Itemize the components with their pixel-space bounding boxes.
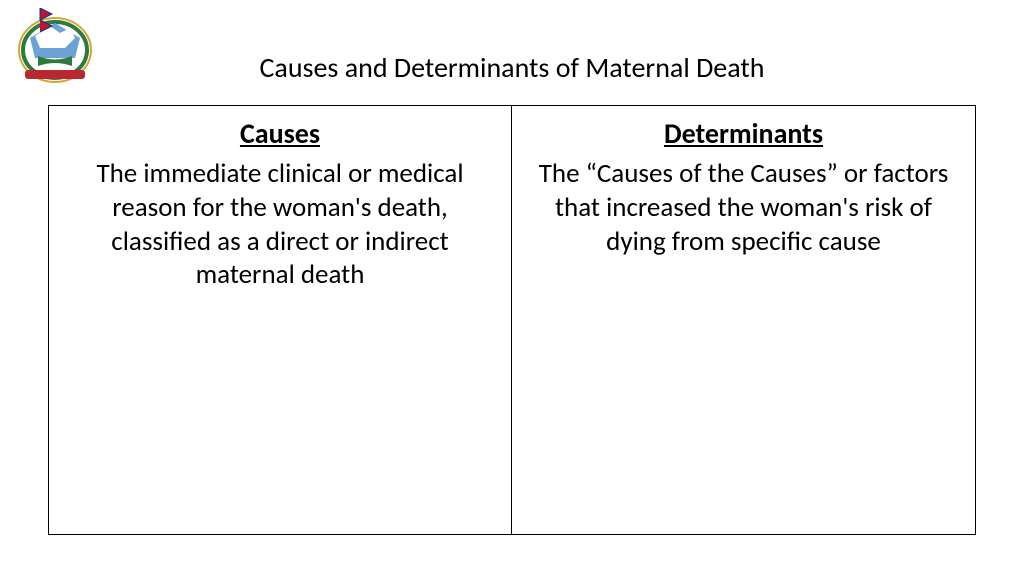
determinants-body: The “Causes of the Causes” or factors th… [532,157,955,258]
causes-heading: Causes [69,116,491,151]
causes-body: The immediate clinical or medical reason… [69,157,491,292]
definitions-table: Causes The immediate clinical or medical… [48,105,976,535]
emblem-icon [10,8,100,83]
determinants-cell: Determinants The “Causes of the Causes” … [512,106,975,534]
determinants-heading: Determinants [532,116,955,151]
page-title: Causes and Determinants of Maternal Deat… [0,0,1024,85]
nepal-emblem-logo [10,8,100,83]
causes-cell: Causes The immediate clinical or medical… [49,106,512,534]
